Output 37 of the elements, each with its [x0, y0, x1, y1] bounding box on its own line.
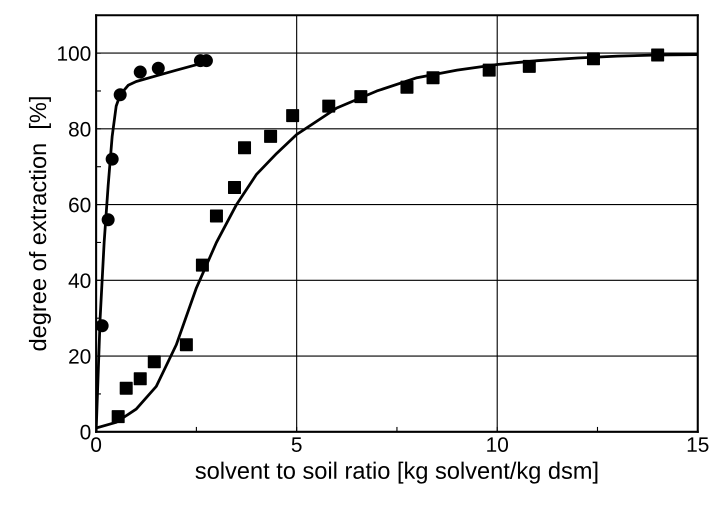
point	[322, 100, 336, 113]
point	[148, 355, 161, 368]
x-tick-label: 5	[292, 437, 302, 452]
x-tick-label: 10	[487, 437, 508, 452]
point	[152, 62, 165, 75]
point	[96, 319, 109, 332]
point	[238, 141, 252, 154]
point	[112, 410, 125, 424]
point	[228, 181, 241, 194]
y-axis-title: degree of extraction [%]	[28, 97, 51, 350]
point	[286, 109, 300, 122]
point	[210, 209, 223, 222]
y-tick-label: 0	[80, 424, 90, 440]
y-tick-label: 20	[69, 349, 90, 364]
y-tick-label: 100	[58, 46, 90, 61]
point	[354, 90, 368, 104]
point	[522, 60, 536, 73]
x-tick-label: 15	[688, 437, 708, 452]
x-axis-title: solvent to soil ratio [kg solvent/kg dsm]	[196, 462, 598, 484]
point	[586, 52, 600, 66]
point	[114, 88, 127, 102]
point	[482, 64, 496, 77]
point	[134, 66, 147, 79]
y-tick-label: 40	[68, 273, 90, 288]
y-tick-label: 60	[69, 198, 90, 212]
point	[120, 382, 133, 395]
point	[426, 71, 440, 84]
point	[134, 372, 147, 386]
point	[400, 80, 414, 94]
x-tick-label: 0	[91, 437, 102, 452]
point	[651, 48, 664, 62]
point	[196, 258, 209, 272]
point	[102, 213, 115, 226]
point	[264, 130, 278, 143]
point	[106, 152, 119, 166]
y-tick-label: 80	[68, 122, 90, 137]
point	[180, 338, 193, 352]
